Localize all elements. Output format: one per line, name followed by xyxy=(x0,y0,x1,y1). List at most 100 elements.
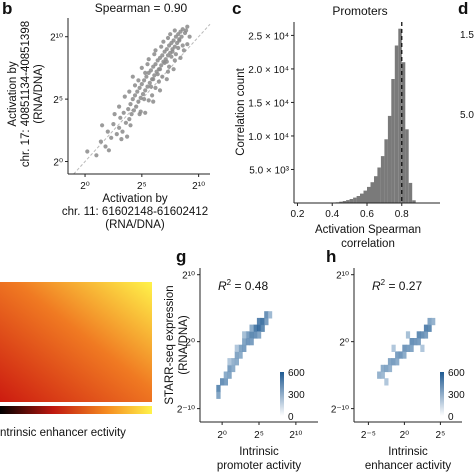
data-point xyxy=(105,129,110,134)
data-point xyxy=(151,77,156,82)
data-point xyxy=(130,97,135,102)
y-tick-label: 2⁰ xyxy=(185,338,195,349)
data-point xyxy=(142,78,147,83)
r-squared-annotation: R2 = 0.27 xyxy=(372,278,422,293)
data-point xyxy=(111,122,116,127)
histogram-bar xyxy=(412,200,416,203)
data-point xyxy=(103,144,108,149)
density-cell xyxy=(220,378,225,386)
data-point xyxy=(94,153,99,158)
y-tick-label: 2⁻¹⁰ xyxy=(331,405,349,416)
data-point xyxy=(127,89,132,94)
density-cell xyxy=(249,338,254,346)
data-point xyxy=(170,49,175,54)
x-tick-label: 2⁵ xyxy=(137,181,147,192)
x-tick-label: 0.6 xyxy=(360,209,374,220)
y-tick-label: 2⁰ xyxy=(53,158,63,169)
density-cell xyxy=(431,317,436,326)
data-point xyxy=(173,52,178,57)
density-cell xyxy=(249,331,254,339)
x-axis-title-line: Activation by xyxy=(102,193,167,205)
heatmap-field xyxy=(0,282,152,402)
density-cell xyxy=(260,317,265,326)
x-tick-label: 2¹⁰ xyxy=(192,181,205,192)
x-tick-label: 2⁵ xyxy=(436,430,446,441)
histogram-bar xyxy=(377,167,381,203)
colorbar-tick-label: 600 xyxy=(288,368,305,379)
data-point xyxy=(172,44,177,49)
colorbar-tick-label: 0 xyxy=(448,412,454,423)
data-point xyxy=(138,109,143,114)
density-cell xyxy=(409,338,414,346)
data-point xyxy=(159,63,164,68)
data-point xyxy=(165,35,171,41)
x-tick-label: 2⁰ xyxy=(80,181,90,192)
data-point xyxy=(146,57,151,62)
data-point xyxy=(137,85,142,90)
panel-letter: d xyxy=(458,0,468,18)
data-point xyxy=(179,34,184,39)
histogram-bar xyxy=(346,200,350,203)
panel-g: g R2 = 0.48 2⁰ 2⁵ 2¹⁰ 2¹⁰ 2⁰ 2⁻¹⁰ Intrinsic promo… xyxy=(164,247,318,472)
data-point xyxy=(153,85,158,90)
panel-left-heatmap: ntrinsic enhancer ectivity xyxy=(0,282,152,439)
x-tick-label: 0.8 xyxy=(395,209,409,220)
x-axis-title-line: enhancer activity xyxy=(365,460,452,472)
x-axis-title-line: (RNA/DNA) xyxy=(105,219,165,231)
density-cell xyxy=(256,317,262,326)
panel-d: d 1.5 5.0 xyxy=(458,0,474,121)
density-cell xyxy=(423,331,429,339)
density-cell xyxy=(231,358,236,366)
data-point xyxy=(160,74,165,79)
density-cell xyxy=(420,344,425,352)
density-cell xyxy=(234,358,239,366)
y-axis-title-line: (RNA/DNA) xyxy=(178,315,190,375)
y-tick-label: 2⁰ xyxy=(339,338,349,349)
histogram-bar xyxy=(353,197,357,203)
data-point xyxy=(164,47,169,52)
density-cell xyxy=(216,391,221,399)
data-point xyxy=(138,95,143,100)
y-tick-label: 2⁵ xyxy=(53,95,63,106)
histogram-bar xyxy=(398,28,402,204)
data-point xyxy=(150,93,155,98)
y-axis-title-line: (RNA/DNA) xyxy=(33,64,45,124)
colorbar xyxy=(440,372,444,416)
histogram-bar xyxy=(363,190,367,203)
data-point xyxy=(144,74,149,79)
r-symbol: R xyxy=(218,279,227,293)
data-point xyxy=(140,92,146,97)
data-point xyxy=(118,115,123,120)
panel-letter: h xyxy=(326,247,336,266)
data-point xyxy=(85,149,90,154)
data-point xyxy=(152,73,157,78)
histogram-bar xyxy=(342,201,347,203)
data-point xyxy=(100,123,105,128)
density-cell xyxy=(391,358,396,366)
y-tick-label: 1.5 xyxy=(460,30,474,41)
data-point xyxy=(176,45,181,51)
density-cell xyxy=(377,371,382,379)
density-cell xyxy=(398,351,403,359)
data-point xyxy=(164,77,169,82)
panel-letter: b xyxy=(2,0,12,18)
data-point xyxy=(136,78,141,83)
y-tick-label: 2.5 × 10⁴ xyxy=(248,31,289,42)
density-cell xyxy=(242,338,247,346)
density-cell xyxy=(238,351,243,359)
x-axis-title-line: Activation Spearman xyxy=(315,224,421,236)
data-point xyxy=(119,137,124,142)
histogram-bar xyxy=(370,182,374,203)
data-point xyxy=(135,89,140,94)
data-point xyxy=(167,64,172,69)
density-cell xyxy=(380,371,385,379)
density-cell xyxy=(384,378,389,386)
data-point xyxy=(142,97,147,102)
r-exponent: 2 xyxy=(381,278,386,287)
histogram-bar xyxy=(387,115,392,203)
data-point xyxy=(128,123,133,128)
data-point xyxy=(132,93,138,98)
data-point xyxy=(177,38,182,43)
density-cell xyxy=(227,371,232,379)
